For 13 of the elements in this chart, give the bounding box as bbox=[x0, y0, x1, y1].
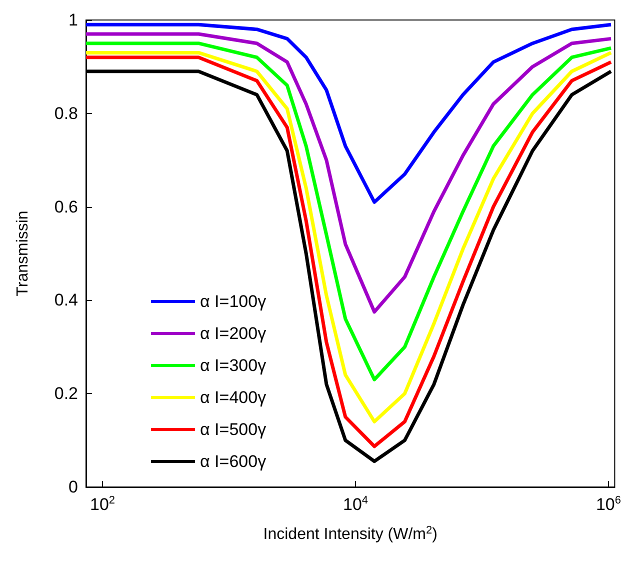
y-tick-label: 1 bbox=[68, 10, 78, 30]
legend-label: α I=100γ bbox=[200, 292, 267, 311]
y-tick-label: 0.4 bbox=[54, 290, 78, 310]
y-tick-label: 0.6 bbox=[54, 197, 78, 216]
legend-label: α I=300γ bbox=[200, 356, 267, 375]
legend-label: α I=600γ bbox=[200, 452, 267, 471]
y-tick-label: 0.2 bbox=[54, 384, 78, 404]
legend-label: α I=200γ bbox=[200, 324, 267, 343]
legend-label: α I=400γ bbox=[200, 388, 267, 407]
y-tick-label: 0 bbox=[68, 478, 78, 496]
y-tick-label: 0.8 bbox=[54, 104, 78, 123]
y-axis-title: Transmissin bbox=[14, 210, 32, 296]
legend-label: α I=500γ bbox=[200, 420, 267, 439]
